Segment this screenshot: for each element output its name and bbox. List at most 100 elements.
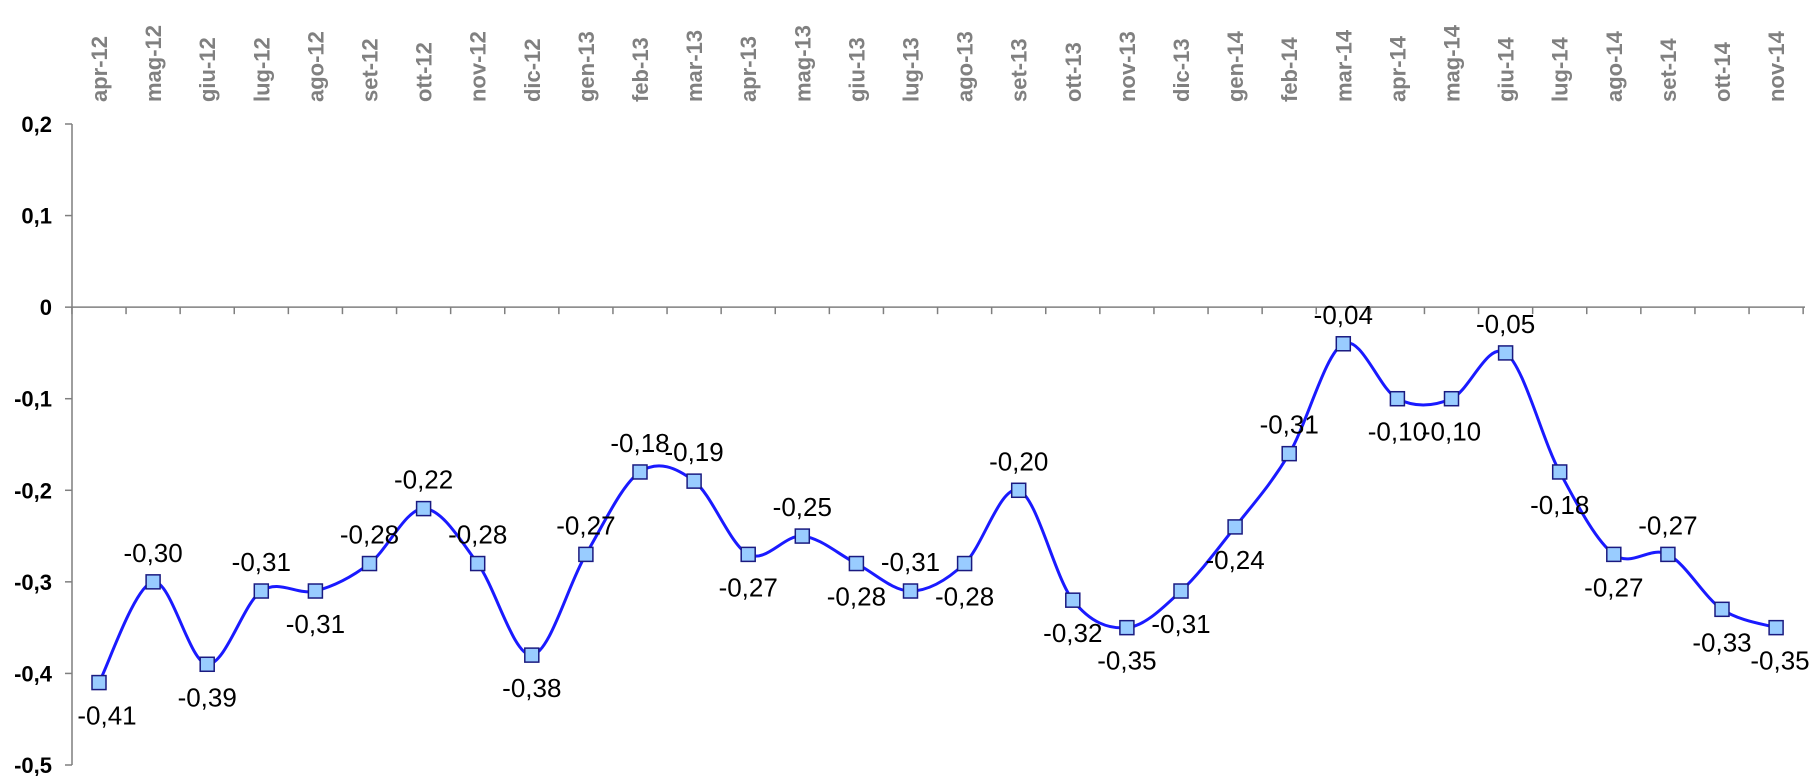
data-point-marker	[1065, 592, 1081, 608]
data-label: -0,10	[1368, 417, 1427, 447]
y-tick-label: 0,2	[21, 112, 52, 137]
chart-markers	[91, 336, 1784, 691]
x-tick-label: feb-13	[628, 37, 653, 102]
data-label: -0,25	[773, 492, 832, 522]
data-point-marker	[1443, 390, 1460, 407]
data-label: -0,10	[1422, 417, 1481, 447]
data-point-marker	[686, 473, 702, 489]
data-label: -0,18	[610, 428, 669, 458]
data-point-marker	[1660, 546, 1676, 563]
x-tick-label: feb-14	[1277, 36, 1302, 102]
x-tick-label: set-13	[1007, 38, 1032, 102]
data-label: -0,27	[1638, 510, 1697, 540]
x-axis-ticks: apr-12 mag-12 giu-12 lug-12 ago-12 set-12 ott-…	[71, 24, 1804, 315]
data-point-marker	[1281, 445, 1297, 462]
data-label: -0,22	[394, 465, 453, 495]
data-point-marker	[1119, 619, 1135, 636]
data-point-marker	[145, 574, 161, 590]
data-label: -0,31	[1260, 410, 1319, 440]
x-tick-label: mar-13	[682, 30, 707, 102]
x-tick-label: ott-12	[412, 42, 437, 102]
x-tick-label: mag-13	[790, 25, 815, 102]
y-tick-label: -0,3	[14, 570, 52, 595]
data-point-marker	[794, 528, 811, 544]
x-tick-label: mag-14	[1440, 24, 1465, 102]
chart-axes	[71, 124, 1805, 765]
data-label: -0,30	[123, 538, 182, 568]
x-tick-label: nov-12	[466, 31, 491, 102]
y-tick-label: -0,1	[14, 387, 52, 412]
data-label: -0,20	[989, 446, 1048, 476]
data-point-marker	[415, 500, 432, 517]
x-tick-label: nov-14	[1764, 30, 1789, 102]
x-tick-label: gen-13	[574, 31, 599, 102]
data-point-marker	[253, 583, 270, 599]
y-tick-label: -0,2	[14, 478, 52, 503]
data-point-marker	[307, 583, 324, 599]
data-label: -0,38	[502, 673, 561, 703]
data-label: -0,39	[178, 682, 237, 712]
x-tick-label: lug-12	[249, 37, 274, 102]
data-point-marker	[1768, 619, 1784, 636]
x-tick-label: ott-13	[1061, 42, 1086, 102]
data-point-marker	[848, 555, 865, 572]
x-tick-label: mag-12	[141, 25, 166, 102]
data-label: -0,31	[1151, 609, 1210, 639]
data-point-marker	[1173, 583, 1189, 599]
data-point-marker	[1335, 336, 1352, 352]
x-tick-label: giu-14	[1494, 36, 1519, 102]
x-tick-label: apr-14	[1385, 35, 1410, 102]
data-label: -0,28	[448, 520, 507, 550]
data-point-marker	[1714, 601, 1730, 618]
data-point-marker	[1010, 482, 1027, 499]
data-point-marker	[361, 555, 378, 572]
x-tick-label: giu-13	[844, 37, 869, 102]
data-label: -0,28	[935, 582, 994, 612]
data-label: -0,31	[286, 609, 345, 639]
data-label: -0,27	[719, 572, 778, 602]
data-point-marker	[1551, 464, 1568, 480]
data-label: -0,31	[881, 547, 940, 577]
data-label: -0,35	[1750, 646, 1809, 676]
data-point-marker	[524, 647, 540, 663]
data-label: -0,41	[77, 701, 136, 731]
x-tick-label: giu-12	[195, 37, 220, 102]
x-tick-label: dic-12	[520, 38, 545, 102]
data-labels: -0,41 -0,30 -0,39 -0,31 -0,31 -0,28 -0,22 -0,28…	[77, 300, 1809, 731]
x-tick-label: ago-14	[1602, 30, 1627, 102]
data-label: -0,35	[1097, 646, 1156, 676]
x-tick-label: mar-14	[1331, 29, 1356, 102]
data-point-marker	[469, 555, 486, 572]
data-point-marker	[1497, 345, 1514, 361]
data-point-marker	[578, 546, 594, 563]
y-tick-label: -0,4	[14, 661, 53, 686]
data-point-marker	[199, 656, 215, 673]
x-tick-label: apr-13	[736, 36, 761, 102]
x-tick-label: lug-14	[1548, 36, 1573, 102]
data-label: -0,24	[1205, 545, 1264, 575]
data-label: -0,33	[1692, 627, 1751, 657]
data-label: -0,18	[1530, 490, 1589, 520]
y-tick-label: 0	[40, 295, 52, 320]
data-label: -0,05	[1476, 309, 1535, 339]
data-point-marker	[1227, 519, 1243, 535]
data-point-marker	[1606, 546, 1622, 563]
x-tick-label: apr-12	[87, 36, 112, 102]
x-tick-label: set-14	[1656, 38, 1681, 102]
data-label: -0,28	[827, 582, 886, 612]
data-label: -0,28	[340, 520, 399, 550]
y-tick-label: -0,5	[14, 753, 52, 776]
data-point-marker	[632, 464, 648, 480]
x-tick-label: nov-13	[1115, 31, 1140, 102]
data-label: -0,27	[1584, 572, 1643, 602]
x-tick-label: ott-14	[1710, 41, 1735, 102]
series-line	[97, 341, 1777, 684]
chart-series	[97, 341, 1777, 684]
data-point-marker	[740, 546, 756, 563]
y-axis-ticks: 0,2 0,1 0 -0,1 -0,2 -0,3 -0,4 -0,5	[14, 112, 72, 776]
data-point-marker	[91, 674, 107, 691]
x-tick-label: ago-12	[303, 31, 328, 102]
y-tick-label: 0,1	[21, 204, 52, 229]
x-tick-label: ago-13	[953, 31, 978, 102]
data-label: -0,31	[232, 547, 291, 577]
